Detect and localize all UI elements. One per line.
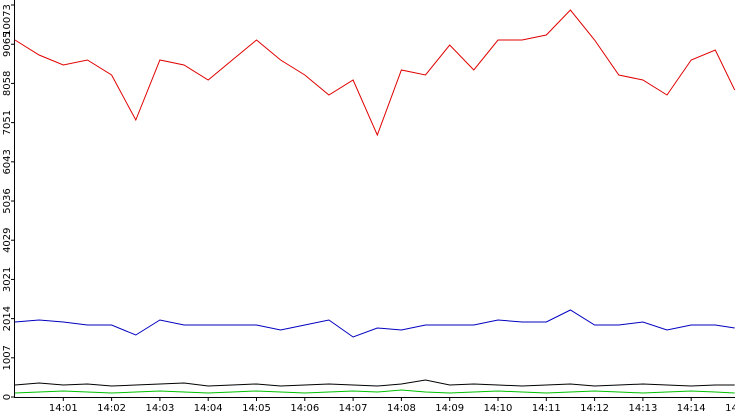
x-tick-label: 14:04: [194, 403, 223, 414]
x-tick-label: 14:02: [97, 403, 126, 414]
y-tick-label: 3021: [2, 267, 13, 292]
series-line: [14, 379, 735, 387]
series-line: [14, 9, 735, 137]
series-line: [14, 389, 735, 394]
series-line: [14, 309, 735, 338]
y-tick-label: 5036: [2, 188, 13, 213]
x-tick-label: 14:03: [145, 403, 174, 414]
x-tick-label: 14:11: [532, 403, 561, 414]
x-tick-label: 14:10: [484, 403, 513, 414]
x-tick-label: 14:06: [290, 403, 319, 414]
x-tick-label: 14:05: [242, 403, 271, 414]
x-tick-label: 14:08: [387, 403, 416, 414]
x-tick-label: 14:15: [725, 403, 735, 414]
y-tick-label: 7051: [2, 110, 13, 135]
x-tick-label: 14:12: [580, 403, 609, 414]
y-tick-label: 4029: [2, 227, 13, 252]
y-tick-label: 9065: [2, 32, 13, 57]
x-tick-label: 14:09: [435, 403, 464, 414]
y-tick-label: 0: [2, 394, 13, 400]
y-tick-label: 1007: [2, 345, 13, 370]
y-tick-label: 8058: [2, 71, 13, 96]
x-tick-label: 14:14: [677, 403, 706, 414]
x-tick-label: 14:01: [49, 403, 78, 414]
y-tick-label: 2014: [2, 306, 13, 331]
y-tick-label: 6043: [2, 149, 13, 174]
x-tick-label: 14:07: [339, 403, 368, 414]
y-tick-label: 10073: [2, 4, 13, 36]
x-tick-label: 14:13: [628, 403, 657, 414]
